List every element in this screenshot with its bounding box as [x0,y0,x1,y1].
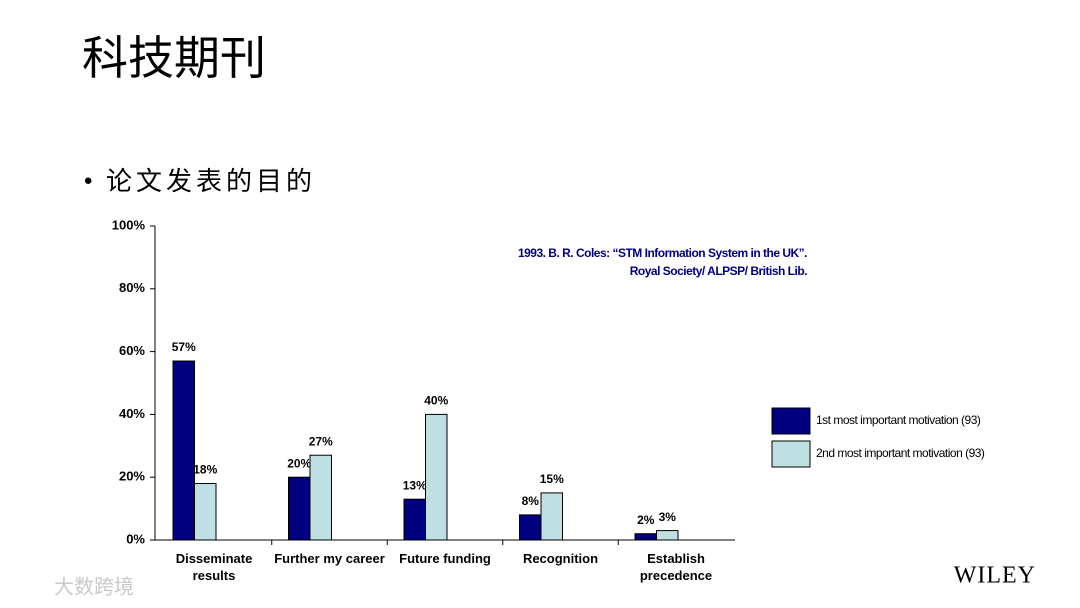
bar [656,530,679,541]
legend-label: 1st most important motivation (93) [816,413,981,427]
y-tick-label: 20% [119,469,145,484]
bar [172,360,195,541]
bar [288,476,311,541]
x-tick-label: Further my career [274,551,385,566]
bullet-dot: • [84,167,92,194]
bar [519,514,542,541]
data-label: 57% [172,340,196,354]
y-tick-label: 40% [119,406,145,421]
data-label: 15% [540,472,564,486]
legend-swatch [771,440,811,468]
bar [403,498,426,541]
data-label: 18% [193,463,217,477]
data-label: 40% [424,394,448,408]
x-tick-label: Disseminate results [175,551,253,583]
x-tick-label: Establish precedence [639,551,713,583]
data-label: 2% [637,513,655,527]
x-tick-label: Recognition [522,551,599,566]
data-label: 3% [659,510,677,524]
watermark: 大数跨境 [54,575,134,598]
data-label: 8% [522,494,540,508]
y-tick-label: 100% [112,217,146,232]
legend-label: 2nd most important motivation (93) [816,446,985,460]
bar [540,492,563,541]
legend-swatch [771,407,811,435]
x-tick-label: Future funding [399,551,491,566]
data-label: 13% [403,478,427,492]
annotation: 1993. B. R. Coles: “STM Information Syst… [518,246,807,260]
data-label: 27% [309,434,333,448]
y-tick-label: 80% [119,280,145,295]
bar [309,454,332,541]
annotation: Royal Society/ ALPSP/ British Lib. [630,264,807,278]
bar [634,533,657,541]
bullet-text: 论文发表的目的 [106,167,316,197]
bar [194,482,217,541]
y-tick-label: 60% [119,343,145,358]
data-label: 20% [287,456,311,470]
logo: WILEY [954,563,1036,589]
bar [425,413,448,541]
slide-title: 科技期刊 [82,32,266,84]
y-tick-label: 0% [126,531,145,546]
